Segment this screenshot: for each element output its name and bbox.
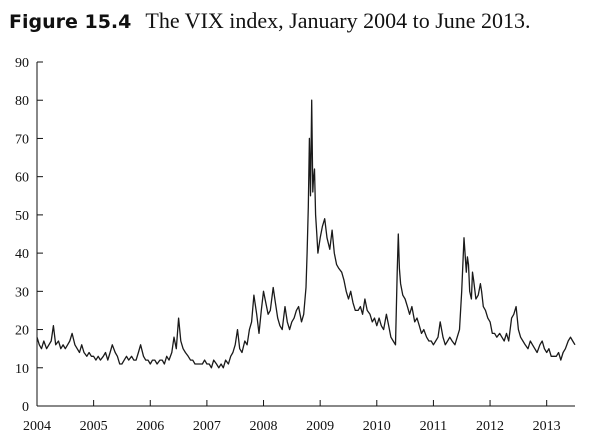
x-tick-label: 2008 — [250, 419, 278, 434]
x-tick-label: 2004 — [23, 419, 51, 434]
x-tick-label: 2011 — [420, 419, 447, 434]
figure-caption: Figure 15.4 The VIX index, January 2004 t… — [9, 6, 584, 36]
y-tick-label: 30 — [15, 285, 29, 300]
y-tick-label: 60 — [15, 171, 29, 186]
x-tick-label: 2010 — [363, 419, 391, 434]
plot-area — [36, 99, 576, 369]
y-tick-label: 40 — [15, 247, 29, 262]
figure-number: Figure 15.4 — [9, 11, 132, 33]
y-tick-label: 70 — [15, 132, 29, 147]
x-tick-label: 2006 — [136, 419, 164, 434]
x-tick-label: 2005 — [80, 419, 108, 434]
x-tick-label: 2009 — [306, 419, 334, 434]
vix-line-chart: 0 10 20 30 40 50 60 70 80 90 2004 2005 2006 2007 2008… — [15, 56, 576, 434]
y-tick-label: 10 — [15, 362, 29, 377]
x-tick-label: 2013 — [533, 419, 561, 434]
y-axis: 0 10 20 30 40 50 60 70 80 90 — [15, 56, 43, 415]
vix-series-line — [36, 99, 576, 369]
y-tick-label: 50 — [15, 209, 29, 224]
figure-title: The VIX index, January 2004 to June 2013… — [145, 8, 531, 33]
y-tick-label: 90 — [15, 56, 29, 71]
y-tick-label: 20 — [15, 324, 29, 339]
x-tick-label: 2012 — [476, 419, 504, 434]
y-tick-label: 0 — [22, 400, 29, 415]
y-tick-label: 80 — [15, 94, 29, 109]
x-axis: 2004 2005 2006 2007 2008 2009 2010 2011 2012 2013 — [23, 400, 575, 434]
x-tick-label: 2007 — [193, 419, 221, 434]
